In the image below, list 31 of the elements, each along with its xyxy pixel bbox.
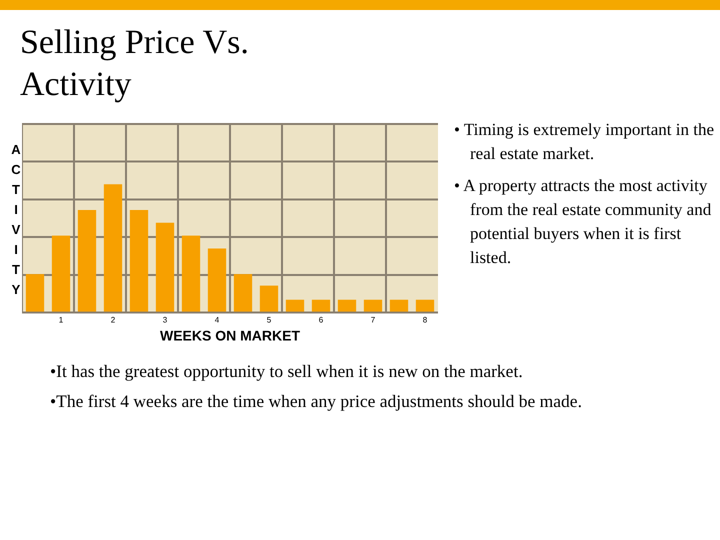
- bar: [234, 274, 252, 312]
- bar: [390, 300, 408, 312]
- chart-title: Selling Price Vs. Activity: [20, 23, 250, 105]
- bar: [78, 210, 96, 312]
- text: •The first 4 weeks are the time when any price adjustments should be made.: [50, 390, 583, 413]
- x-tick-label: 1: [58, 316, 64, 325]
- bar: [156, 222, 174, 312]
- bar: [364, 300, 382, 312]
- bar: [416, 300, 434, 312]
- bar: [104, 184, 122, 312]
- x-tick-label: 3: [162, 316, 168, 325]
- bar: [286, 300, 304, 312]
- x-tick-label: 6: [318, 316, 324, 325]
- bar: [130, 210, 148, 312]
- bar: [338, 300, 356, 312]
- text: • Timing is extremely important in the real estate market.: [454, 119, 715, 165]
- x-tick-label: 7: [370, 316, 376, 325]
- x-axis-title: WEEKS ON MARKET: [160, 327, 300, 344]
- bar: [208, 248, 226, 312]
- x-tick-label: 2: [110, 316, 116, 325]
- y-axis-title: ACTIVITY: [8, 142, 24, 302]
- bar: [260, 286, 278, 312]
- bar: [182, 236, 200, 312]
- x-tick-label: 8: [422, 316, 428, 325]
- bar: [26, 274, 44, 312]
- text: • A property attracts the most activity from the real estate community and potential buyers when it is first listed.: [454, 175, 712, 269]
- bar: [52, 236, 70, 312]
- bar: [312, 300, 330, 312]
- text: •It has the greatest opportunity to sell when it is new on the market.: [50, 360, 524, 383]
- x-tick-label: 4: [214, 316, 220, 325]
- x-tick-label: 5: [266, 316, 272, 325]
